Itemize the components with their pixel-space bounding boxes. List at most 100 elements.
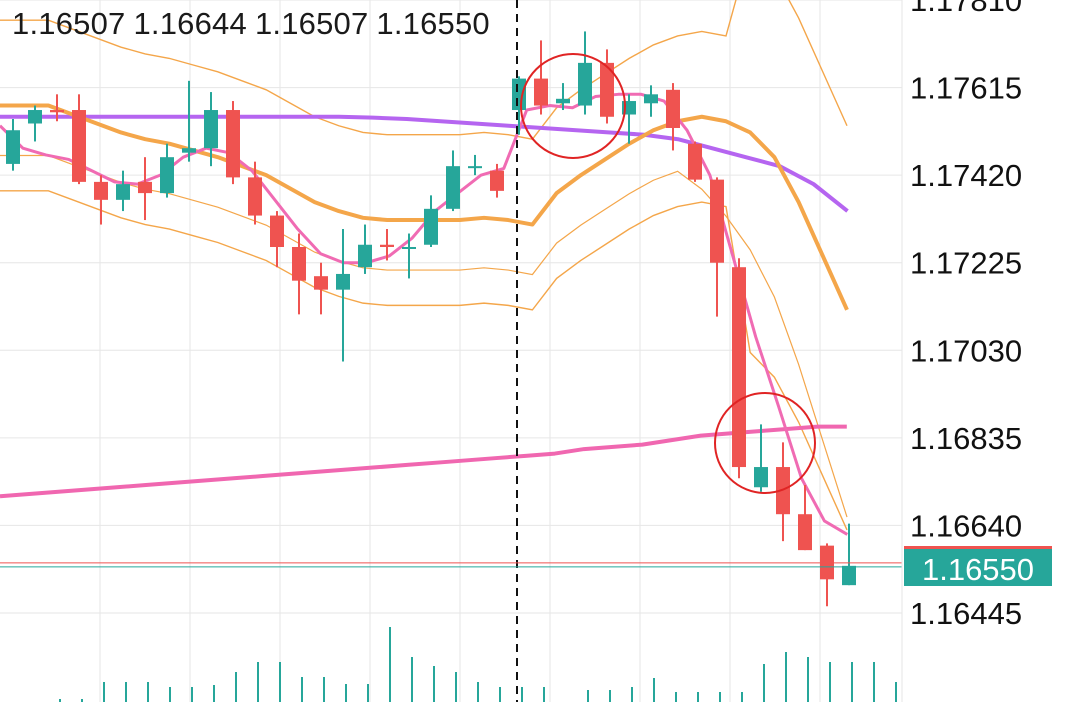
candle-body [666,89,680,128]
candle-up [160,143,174,198]
ma-fast-line [0,92,849,536]
candle-up [28,105,42,142]
candle-body [644,94,658,104]
candle-body [688,143,702,180]
candle-down [820,543,834,607]
candle-body [358,244,372,268]
candle-up [644,85,658,117]
candle-body [116,184,130,200]
last-price-badge: 1.16550 [904,546,1052,587]
ma-long-line [0,424,847,499]
volume-bars [59,627,897,702]
candle-down [270,211,284,268]
candle-up [182,80,196,162]
candle-down [50,94,64,122]
bollinger-bands [0,0,848,531]
candle-body [424,208,438,245]
candle-body [754,467,768,488]
candle-down [314,262,328,315]
candle-up [446,150,460,212]
candle-body [578,62,592,106]
candle-body [160,157,174,194]
candle-body [336,273,350,290]
candle-up [512,76,526,135]
candle-body [490,170,504,191]
candle-body [6,130,20,164]
ohlc-high: 1.16644 [133,6,247,41]
y-tick-label: 1.17615 [910,71,1022,106]
candle-body [28,110,42,124]
y-tick-label: 1.17030 [910,333,1022,368]
grid-lines [0,0,902,702]
candle-up [468,154,482,176]
candle-up [424,195,438,247]
candle-body [512,78,526,111]
y-tick-label: 1.17810 [910,0,1022,18]
candle-up [116,170,130,212]
candle-down [688,141,702,182]
candle-down [666,83,680,151]
candle-down [138,157,152,221]
candle-down [292,233,306,315]
candle-body [798,514,812,551]
candle-body [226,110,240,178]
ohlc-open: 1.16507 [12,6,126,41]
moving-averages [0,92,849,536]
ohlc-low: 1.16507 [254,6,369,41]
annotation-circle [520,53,626,159]
y-tick-label: 1.17225 [910,246,1022,281]
candle-down [248,161,262,225]
candle-body [248,177,262,216]
candle-body [380,244,394,247]
candle-body [182,148,196,153]
candle-up [556,83,570,111]
candle-down [490,163,504,198]
candle-body [710,179,724,263]
candle-body [468,166,482,169]
y-axis-ticks: 1.17810 1.17615 1.17420 1.17225 1.17030 1.168… [910,0,1022,631]
candle-body [314,276,328,290]
candle-body [72,110,86,182]
candle-down [534,40,548,115]
y-tick-label: 1.16640 [910,508,1022,543]
candle-down [226,101,240,185]
candle-body [732,267,746,468]
y-tick-label: 1.16835 [910,421,1022,456]
ohlc-readout: 1.16507 1.16644 1.16507 1.16550 [12,6,498,42]
candle-up [754,424,768,492]
candle-body [94,181,108,200]
candle-body [600,62,614,117]
candle-body [534,78,548,106]
band-upper [0,0,848,140]
candle-body [292,246,306,281]
ma-mid-line [0,103,849,311]
candle-down [710,177,724,317]
candle-down [732,258,746,479]
candle-up [204,92,218,167]
candle-down [798,485,812,551]
candle-body [556,98,570,104]
candle-up [6,119,20,171]
candle-up [336,229,350,362]
candle-down [600,49,614,124]
candle-down [72,94,86,185]
candle-up [578,31,592,115]
annotations [0,53,902,568]
candle-body [50,110,64,113]
candle-body [138,181,152,194]
candle-body [446,166,460,209]
band-lower [0,190,848,531]
candle-up [358,224,372,274]
ohlc-close: 1.16550 [376,6,490,41]
candle-down [380,229,394,261]
candle-up [842,523,856,586]
candle-body [204,110,218,149]
candle-body [842,565,856,586]
candle-body [402,246,416,249]
ma-slow-line [0,114,849,213]
candle-down [94,175,108,225]
candle-body [270,215,284,247]
candles[interactable] [6,31,856,607]
annotation-circle [714,392,816,494]
